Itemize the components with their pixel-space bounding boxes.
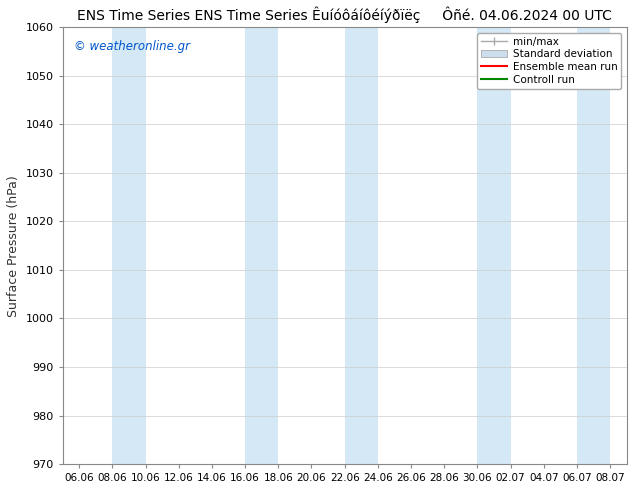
Title: ENS Time Series ENS Time Series Êuíóôáíôéíýðïëç     Ôñé. 04.06.2024 00 UTC: ENS Time Series ENS Time Series Êuíóôáíô… — [77, 7, 612, 24]
Bar — [577, 27, 610, 464]
Bar — [345, 27, 378, 464]
Y-axis label: Surface Pressure (hPa): Surface Pressure (hPa) — [7, 175, 20, 317]
Bar — [245, 27, 278, 464]
Bar — [477, 27, 510, 464]
Bar — [112, 27, 146, 464]
Legend: min/max, Standard deviation, Ensemble mean run, Controll run: min/max, Standard deviation, Ensemble me… — [477, 33, 621, 89]
Text: © weatheronline.gr: © weatheronline.gr — [74, 41, 190, 53]
